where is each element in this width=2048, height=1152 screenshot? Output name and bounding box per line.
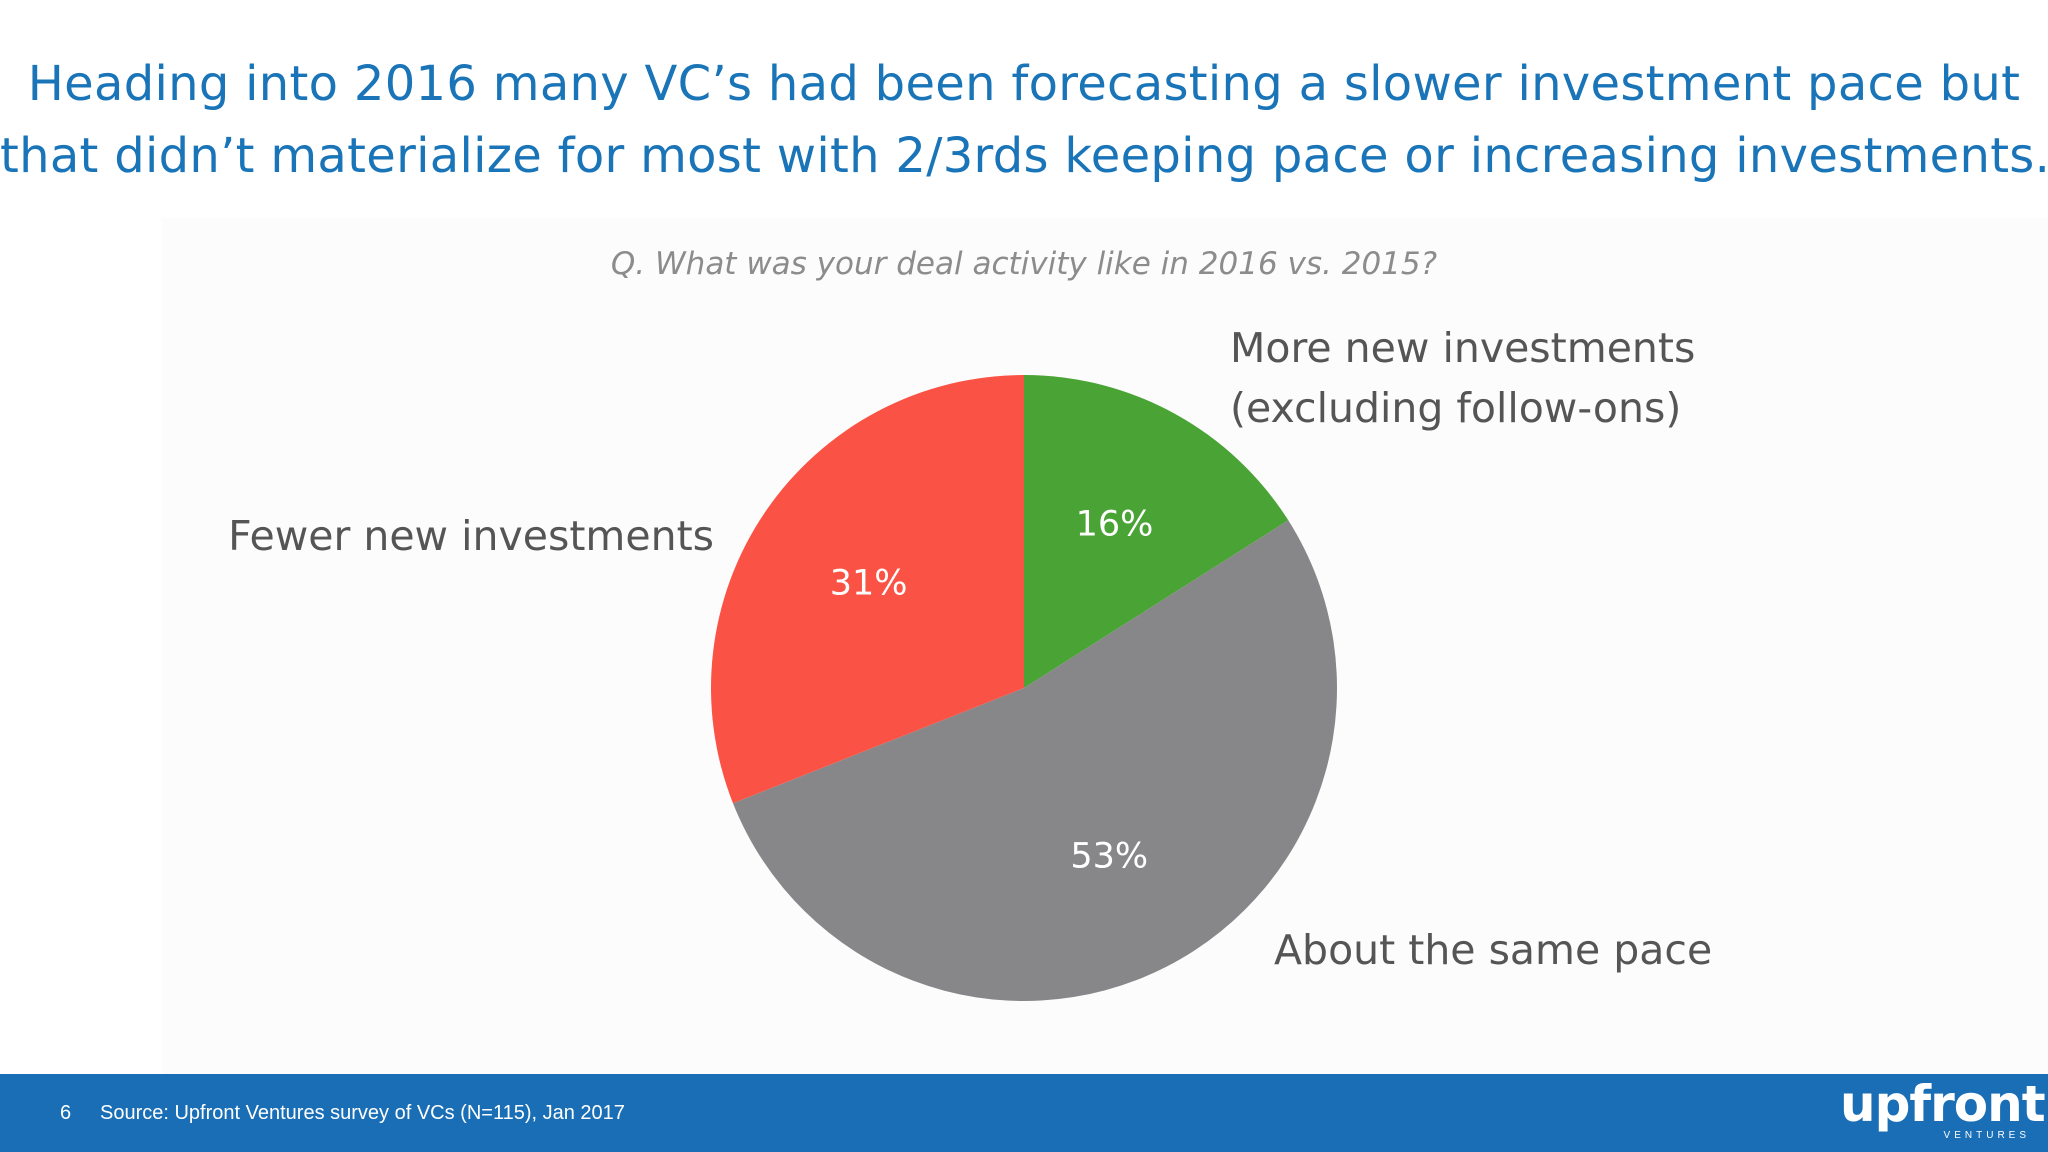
- logo-wordmark: upfront: [1840, 1075, 2046, 1133]
- data-label-more-new-investments: 16%: [1076, 504, 1154, 544]
- category-label-more-new-investments: More new investments (excluding follow-on…: [1230, 324, 1695, 432]
- pie-slice-more-new-investments: [1024, 375, 1289, 688]
- data-label-about-same-pace: 53%: [1070, 836, 1148, 876]
- pie-slice-fewer-new-investments: [711, 375, 1024, 804]
- pie-slice-about-same-pace: [732, 520, 1338, 1002]
- upfront-logo: upfront VENTURES: [1840, 1075, 2046, 1148]
- slide-headline: Heading into 2016 many VC’s had been for…: [0, 48, 2048, 192]
- footer-bar: 6 Source: Upfront Ventures survey of VCs…: [0, 1074, 2048, 1152]
- category-label-about-same-pace: About the same pace: [1274, 926, 1712, 974]
- headline-line-2: that didn’t materialize for most with 2/…: [0, 128, 2048, 184]
- data-label-fewer-new-investments: 31%: [830, 563, 908, 603]
- category-label-fewer-new-investments: Fewer new investments: [228, 512, 714, 560]
- logo-subtext: VENTURES: [1943, 1130, 2030, 1141]
- page-number: 6: [60, 1102, 72, 1124]
- chart-title: Q. What was your deal activity like in 2…: [610, 246, 1438, 282]
- headline-line-1: Heading into 2016 many VC’s had been for…: [27, 56, 2021, 112]
- source-note: Source: Upfront Ventures survey of VCs (…: [100, 1102, 625, 1124]
